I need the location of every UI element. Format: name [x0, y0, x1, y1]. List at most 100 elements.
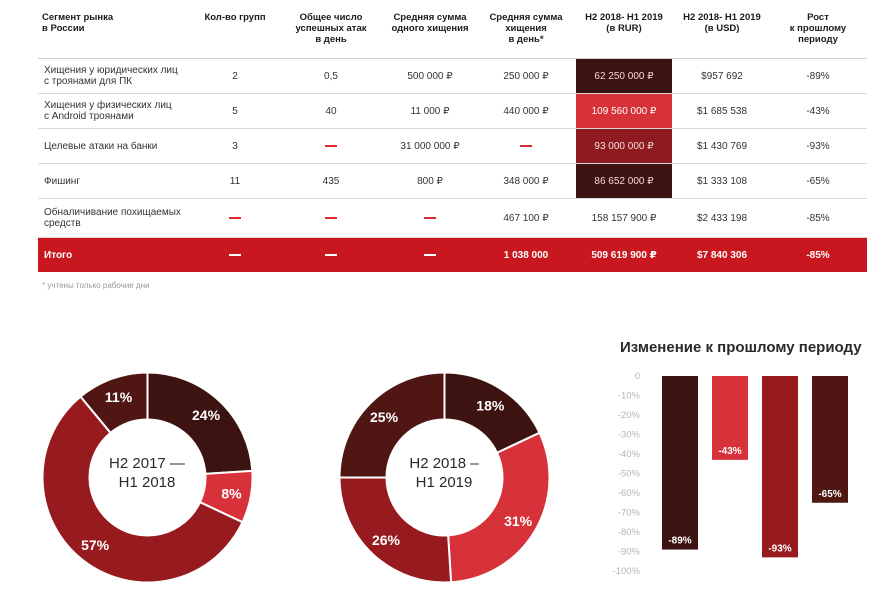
- cell-avg-day: 1 038 000: [478, 238, 574, 272]
- cell-value: -43%: [806, 105, 830, 117]
- col-growth-header: Рост к прошлому периоду: [789, 12, 847, 45]
- col-usd-header: H2 2018- H1 2019 (в USD): [683, 12, 761, 34]
- cell-value: 800 ₽: [417, 175, 443, 187]
- col-groups-header: Кол-во групп: [204, 12, 266, 23]
- y-tick-label: -10%: [618, 391, 641, 402]
- y-tick-label: -50%: [618, 469, 641, 480]
- cell-avg-theft: [380, 199, 480, 237]
- cell-value: 250 000 ₽: [503, 70, 549, 82]
- cell-rub: 86 652 000 ₽: [576, 164, 672, 198]
- empty-dash: [520, 145, 532, 147]
- cell-value: -85%: [806, 249, 830, 261]
- empty-dash: [229, 217, 241, 219]
- cell-value: 467 100 ₽: [503, 212, 549, 224]
- donut-slice: [41, 395, 244, 584]
- cell-avg-theft: 31 000 000 ₽: [380, 129, 480, 163]
- cell-attacks: 40: [286, 94, 376, 128]
- cell-value: Хищения у физических лиц с Android троян…: [44, 100, 172, 122]
- donut-slice-label: 18%: [476, 397, 505, 413]
- cell-avg-day: 348 000 ₽: [478, 164, 574, 198]
- table-header: Сегмент рынка в России Кол-во групп Обще…: [38, 8, 867, 59]
- cell-value: 40: [325, 105, 337, 117]
- cell-value: 11: [229, 175, 241, 187]
- table-row: Обналичивание похищаемых средств 467 100 …: [38, 199, 867, 238]
- table-row: Хищения у юридических лиц с троянами для…: [38, 59, 867, 94]
- cell-value: 86 652 000 ₽: [594, 175, 654, 187]
- cell-value: $1 430 769: [696, 140, 748, 152]
- donut-slice-label: 26%: [372, 532, 401, 548]
- col-rub-header: H2 2018- H1 2019 (в RUR): [585, 12, 663, 34]
- table-total-row: Итого 1 038 000 509 619 900 ₽ $7 840 306 -85…: [38, 238, 867, 272]
- col-avg-day-header: Средняя сумма хищения в день*: [489, 12, 563, 45]
- donut-slice: [338, 476, 453, 584]
- cell-value: 158 157 900 ₽: [591, 212, 657, 224]
- cell-segment: Хищения у физических лиц с Android троян…: [42, 94, 192, 128]
- bar: [712, 376, 748, 460]
- cell-value: Целевые атаки на банки: [44, 140, 158, 152]
- cell-segment: Итого: [42, 238, 192, 272]
- cell-growth: -43%: [772, 94, 864, 128]
- donut-center-label: H2 2018 – H1 2019: [384, 454, 504, 492]
- donut-slice: [338, 371, 446, 479]
- cell-attacks: [286, 238, 376, 272]
- empty-dash: [325, 217, 337, 219]
- cell-attacks: [286, 199, 376, 237]
- cell-usd: $957 692: [674, 59, 770, 93]
- bar-chart-title: Изменение к прошлому периоду: [620, 339, 862, 356]
- donut-title-line-1: H2 2017 —: [109, 455, 185, 472]
- donut-slice: [79, 371, 149, 435]
- cell-usd: $1 685 538: [674, 94, 770, 128]
- cell-segment: Обналичивание похищаемых средств: [42, 199, 192, 237]
- cell-avg-day: 467 100 ₽: [478, 199, 574, 237]
- donut-title-line-2: H1 2018: [118, 474, 176, 491]
- cell-value: 93 000 000 ₽: [594, 140, 654, 152]
- empty-dash: [424, 254, 436, 256]
- table-row: Хищения у физических лиц с Android троян…: [38, 94, 867, 129]
- cell-value: 2: [232, 70, 238, 82]
- cell-attacks: 0,5: [286, 59, 376, 93]
- col-segment-header: Сегмент рынка в России: [42, 12, 114, 34]
- cell-value: 1 038 000: [503, 249, 549, 261]
- donut-slice-label: 11%: [105, 389, 133, 405]
- donut-slice-label: 31%: [504, 513, 533, 529]
- cell-value: -93%: [806, 140, 830, 152]
- bar-value-label: -43%: [718, 446, 741, 457]
- cell-value: 109 560 000 ₽: [591, 105, 657, 117]
- y-tick-label: -60%: [618, 488, 641, 499]
- cell-segment: Хищения у юридических лиц с троянами для…: [42, 59, 192, 93]
- cell-avg-theft: 500 000 ₽: [380, 59, 480, 93]
- cell-rub: 109 560 000 ₽: [576, 94, 672, 128]
- cell-value: -85%: [806, 212, 830, 224]
- cell-attacks: 435: [286, 164, 376, 198]
- cell-avg-theft: 800 ₽: [380, 164, 480, 198]
- cell-groups: [195, 238, 275, 272]
- empty-dash: [325, 145, 337, 147]
- cell-value: 440 000 ₽: [503, 105, 549, 117]
- empty-dash: [229, 254, 241, 256]
- donut-slice: [146, 371, 254, 475]
- donut-center-label: H2 2017 — H1 2018: [87, 454, 207, 492]
- cell-growth: -93%: [772, 129, 864, 163]
- cell-value: $7 840 306: [696, 249, 748, 261]
- donut-title-line-1: H2 2018 –: [409, 455, 479, 472]
- donut-slice-label: 24%: [192, 407, 221, 423]
- cell-segment: Целевые атаки на банки: [42, 129, 192, 163]
- cell-rub: 509 619 900 ₽: [576, 238, 672, 272]
- cell-avg-theft: 11 000 ₽: [380, 94, 480, 128]
- cell-value: $1 685 538: [696, 105, 748, 117]
- donut-slice-label: 8%: [221, 486, 242, 502]
- cell-value: -65%: [806, 175, 830, 187]
- cell-segment: Фишинг: [42, 164, 192, 198]
- table-row: Фишинг 11 435 800 ₽ 348 000 ₽ 86 652 000 ₽ $1 …: [38, 164, 867, 199]
- y-tick-label: -100%: [613, 566, 641, 577]
- cell-usd: $1 430 769: [674, 129, 770, 163]
- cell-value: 348 000 ₽: [503, 175, 549, 187]
- cell-groups: 3: [195, 129, 275, 163]
- cell-value: 509 619 900 ₽: [591, 249, 657, 261]
- table-row: Целевые атаки на банки 3 31 000 000 ₽ 93 00…: [38, 129, 867, 164]
- cell-growth: -85%: [772, 199, 864, 237]
- bar: [812, 376, 848, 503]
- cell-value: Хищения у юридических лиц с троянами для…: [44, 65, 178, 87]
- cell-value: Итого: [44, 249, 73, 261]
- bar: [762, 376, 798, 558]
